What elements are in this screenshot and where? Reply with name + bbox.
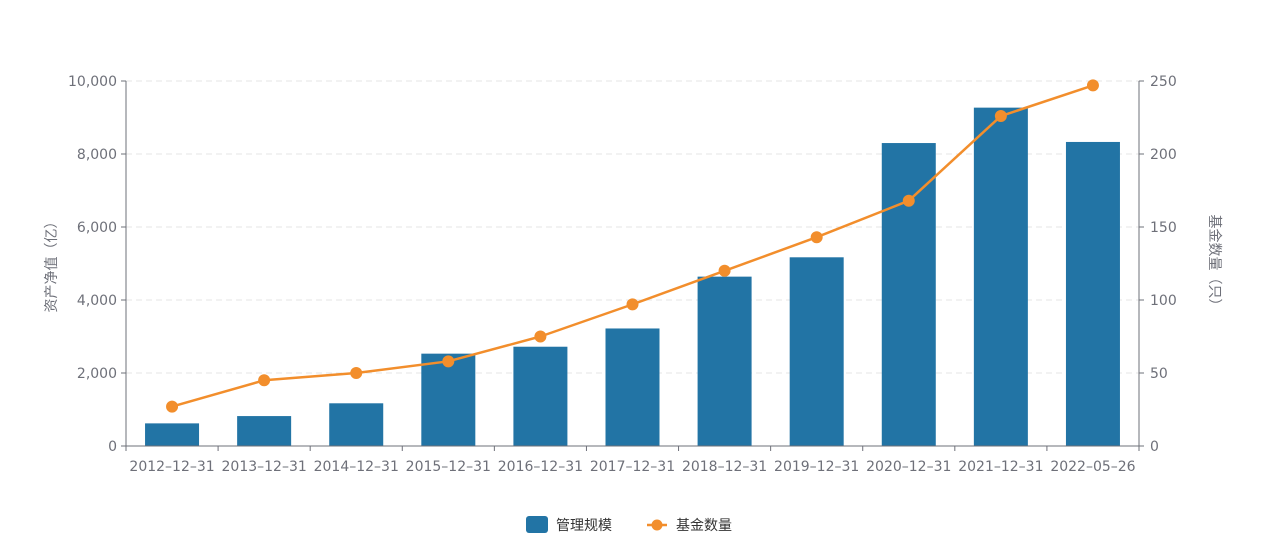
bar (605, 328, 660, 446)
x-tick-label: 2018–12–31 (682, 459, 767, 475)
x-tick-label: 2021–12–31 (958, 459, 1043, 475)
bar (789, 257, 844, 446)
y-left-tick-label: 6,000 (77, 220, 117, 236)
legend: 管理规模 基金数量 (526, 516, 732, 534)
bar (421, 353, 476, 446)
legend-label-management-scale: 管理规模 (556, 518, 612, 534)
x-tick-label: 2013–12–31 (222, 459, 307, 475)
line-point (166, 400, 179, 413)
bar (1065, 141, 1120, 446)
legend-item-management-scale[interactable]: 管理规模 (526, 516, 612, 534)
y-left-tick-label: 8,000 (77, 147, 117, 163)
line-point (626, 298, 639, 311)
bar (237, 416, 292, 446)
line-point (534, 330, 547, 343)
y-left-tick-label: 0 (108, 439, 117, 455)
line-series-fund-count (166, 79, 1099, 413)
line-point (1086, 79, 1099, 92)
x-tick-label: 2022–05–26 (1050, 459, 1135, 475)
y-right-tick-label: 50 (1150, 366, 1168, 382)
y-left-tick-label: 10,000 (68, 74, 117, 90)
line-point (902, 194, 915, 207)
bar-series-management-scale (145, 107, 1120, 447)
y-axis-right-title: 基金数量（只） (1206, 215, 1223, 313)
y-right-tick-label: 200 (1150, 147, 1177, 163)
y-axis-left-title: 资产净值（亿） (44, 215, 60, 313)
line-point (350, 367, 363, 379)
y-right-tick-label: 250 (1150, 74, 1177, 90)
legend-line-dot (651, 519, 663, 531)
legend-item-fund-count[interactable]: 基金数量 (647, 517, 732, 534)
line-point (442, 355, 455, 368)
bar (145, 423, 200, 446)
x-tick-label: 2015–12–31 (406, 459, 491, 475)
line-point (994, 110, 1007, 123)
x-tick-label: 2016–12–31 (498, 459, 583, 475)
y-left-tick-label: 4,000 (77, 293, 117, 309)
axes: 0 0 2,000 50 4,000 100 6,000 150 8,000 200 10,000 2… (68, 74, 1177, 475)
x-tick-label: 2017–12–31 (590, 459, 675, 475)
line-point (810, 231, 823, 244)
gridlines (126, 80, 1139, 374)
x-tick-label: 2014–12–31 (314, 459, 399, 475)
y-right-tick-label: 100 (1150, 293, 1177, 309)
y-right-tick-label: 0 (1150, 439, 1159, 455)
bar (329, 403, 384, 446)
y-right-tick-label: 150 (1150, 220, 1177, 236)
legend-bar-swatch (526, 516, 548, 533)
line-point (718, 264, 731, 277)
x-tick-label: 2019–12–31 (774, 459, 859, 475)
bar (513, 346, 568, 446)
bar (881, 143, 936, 447)
bar (973, 107, 1028, 447)
y-left-tick-label: 2,000 (77, 366, 117, 382)
line-point (258, 374, 271, 387)
legend-label-fund-count: 基金数量 (676, 517, 732, 534)
x-tick-label: 2020–12–31 (866, 459, 951, 475)
x-tick-label: 2012–12–31 (129, 459, 214, 475)
bar (697, 276, 752, 446)
